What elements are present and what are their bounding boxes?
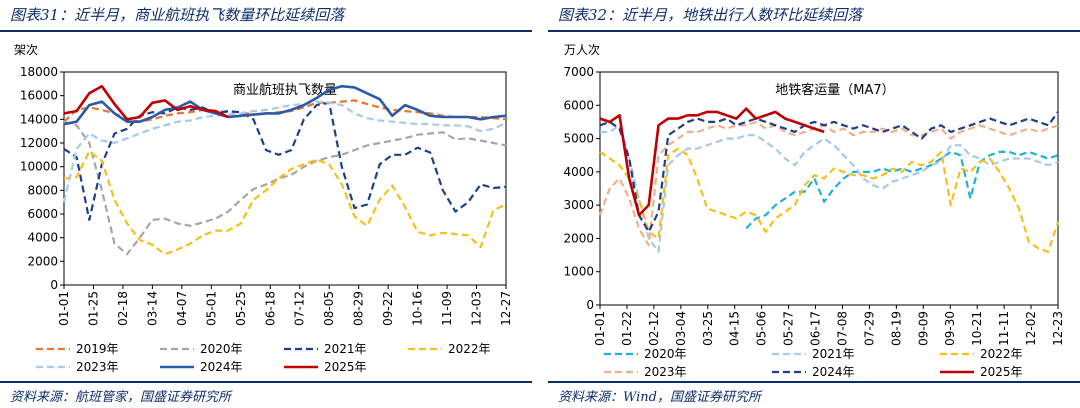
series-line-2023年 xyxy=(598,120,1059,247)
figure-32-source: 资料来源：Wind，国盛证券研究所 xyxy=(558,390,761,405)
x-tick-label: 07-08 xyxy=(835,311,849,346)
x-tick-label: 12-02 xyxy=(1024,311,1038,346)
chart-title: 地铁客运量（MA7） xyxy=(775,82,894,98)
x-tick-label: 04-15 xyxy=(728,311,742,346)
plot-frame xyxy=(599,71,1059,306)
legend-label: 2021年 xyxy=(324,342,367,356)
y-axis-label: 万人次 xyxy=(564,43,600,57)
figure-31-source: 资料来源：航班管家，国盛证券研究所 xyxy=(10,390,232,405)
x-tick-label: 07-12 xyxy=(293,291,307,326)
legend-label: 2024年 xyxy=(200,360,243,374)
series-line-2022年 xyxy=(599,147,1060,253)
y-tick-label: 1000 xyxy=(563,265,594,279)
figure-31-top-rule xyxy=(0,30,532,32)
legend-label: 2023年 xyxy=(76,360,119,374)
series-line-2024年 xyxy=(599,111,1059,233)
y-axis-label: 架次 xyxy=(14,43,38,57)
legend-label: 2025年 xyxy=(324,360,367,374)
x-tick-label: 05-27 xyxy=(782,311,796,346)
x-tick-label: 08-19 xyxy=(889,311,903,346)
x-tick-label: 09-22 xyxy=(381,291,395,326)
x-tick-label: 08-05 xyxy=(322,291,336,326)
x-tick-label: 01-01 xyxy=(57,291,71,326)
x-tick-label: 07-29 xyxy=(862,311,876,346)
legend-label: 2022年 xyxy=(448,342,491,356)
legend-label: 2025年 xyxy=(980,365,1023,379)
y-tick-label: 3000 xyxy=(563,198,594,212)
legend-label: 2019年 xyxy=(76,342,119,356)
plot-frame xyxy=(63,71,507,286)
y-tick-label: 6000 xyxy=(27,207,58,221)
x-tick-label: 10-16 xyxy=(411,291,425,326)
series-line-2021年 xyxy=(63,101,507,221)
x-tick-label: 12-03 xyxy=(470,291,484,326)
x-tick-label: 03-25 xyxy=(701,311,715,346)
legend-label: 2020年 xyxy=(644,347,687,361)
figure-31-panel: 图表31：近半月，商业航班执飞数量环比延续回落 架次商业航班执飞数量 0 2000 4… xyxy=(0,0,532,408)
series-line-2025年 xyxy=(63,84,229,121)
x-tick-label: 01-25 xyxy=(86,291,100,326)
x-tick-label: 12-27 xyxy=(499,291,513,326)
y-tick-label: 2000 xyxy=(27,254,58,268)
series-line-2024年 xyxy=(63,84,507,126)
y-tick-label: 5000 xyxy=(563,132,594,146)
y-tick-label: 0 xyxy=(50,278,58,292)
legend-label: 2022年 xyxy=(980,347,1023,361)
y-tick-label: 18000 xyxy=(20,65,58,79)
figure-32-top-rule xyxy=(548,30,1080,32)
x-tick-label: 06-18 xyxy=(263,291,277,326)
figure-32-bottom-rule xyxy=(548,381,1080,383)
series-line-2023年 xyxy=(62,100,507,203)
figure-32-panel: 图表32：近半月，地铁出行人数环比延续回落 万人次地铁客运量（MA7） 0 1000… xyxy=(548,0,1080,408)
x-tick-label: 02-18 xyxy=(116,291,130,326)
series-line-2025年 xyxy=(599,107,825,217)
x-tick-label: 05-25 xyxy=(234,291,248,326)
legend-label: 2020年 xyxy=(200,342,243,356)
y-tick-label: 14000 xyxy=(20,112,58,126)
x-tick-label: 08-29 xyxy=(352,291,366,326)
x-tick-label: 05-01 xyxy=(204,291,218,326)
x-tick-label: 10-21 xyxy=(970,311,984,346)
legend-label: 2024年 xyxy=(812,365,855,379)
figure-31-title: 图表31：近半月，商业航班执飞数量环比延续回落 xyxy=(10,6,345,24)
y-tick-label: 10000 xyxy=(20,160,58,174)
y-tick-label: 6000 xyxy=(563,98,594,112)
x-tick-label: 01-01 xyxy=(593,311,607,346)
figure-32-title: 图表32：近半月，地铁出行人数环比延续回落 xyxy=(558,6,863,24)
x-tick-label: 09-09 xyxy=(916,311,930,346)
chart-title: 商业航班执飞数量 xyxy=(233,82,337,98)
y-tick-label: 4000 xyxy=(563,165,594,179)
x-tick-label: 04-07 xyxy=(175,291,189,326)
x-tick-label: 03-14 xyxy=(145,291,159,326)
y-tick-label: 2000 xyxy=(563,231,594,245)
x-tick-label: 05-06 xyxy=(755,311,769,346)
series-line-2020年 xyxy=(63,120,507,256)
series-line-2021年 xyxy=(600,124,1059,253)
figure-31-bottom-rule xyxy=(0,381,532,383)
legend-label: 2023年 xyxy=(644,365,687,379)
y-tick-label: 12000 xyxy=(20,136,58,150)
series-line-2022年 xyxy=(63,150,507,256)
x-tick-label: 01-22 xyxy=(620,311,634,346)
y-tick-label: 0 xyxy=(586,298,594,312)
x-tick-label: 02-12 xyxy=(647,311,661,346)
x-tick-label: 11-11 xyxy=(997,311,1011,346)
x-tick-label: 03-04 xyxy=(674,311,688,346)
x-tick-label: 12-23 xyxy=(1051,311,1065,346)
y-tick-label: 4000 xyxy=(27,231,58,245)
y-tick-label: 16000 xyxy=(20,89,58,103)
x-tick-label: 06-17 xyxy=(809,311,823,346)
x-tick-label: 09-30 xyxy=(943,311,957,346)
y-tick-label: 8000 xyxy=(27,183,58,197)
x-tick-label: 11-09 xyxy=(440,291,454,326)
legend-label: 2021年 xyxy=(812,347,855,361)
y-tick-label: 7000 xyxy=(563,65,594,79)
